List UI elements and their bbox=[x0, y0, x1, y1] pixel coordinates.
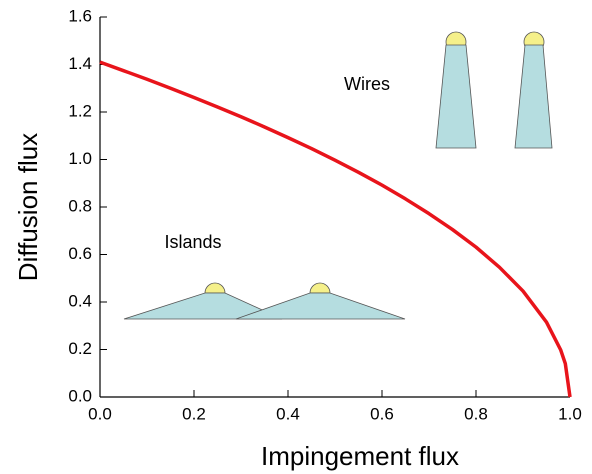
y-axis-title: Diffusion flux bbox=[13, 133, 43, 281]
islands-illustration bbox=[123, 282, 406, 320]
y-tick-label: 0.8 bbox=[68, 196, 92, 215]
y-tick-label: 0.2 bbox=[68, 339, 92, 358]
y-tick-label: 0.0 bbox=[68, 386, 92, 405]
y-tick-label: 1.2 bbox=[68, 101, 92, 120]
x-tick-label: 0.8 bbox=[464, 404, 488, 423]
x-tick-label: 1.0 bbox=[558, 404, 582, 423]
x-tick-label: 0.2 bbox=[182, 404, 206, 423]
annotation: Islands bbox=[164, 232, 221, 252]
y-tick-label: 1.0 bbox=[68, 149, 92, 168]
y-tick-label: 1.4 bbox=[68, 54, 92, 73]
wires-illustration bbox=[435, 31, 553, 149]
data-line bbox=[99, 60, 572, 398]
x-tick-label: 0.4 bbox=[276, 404, 300, 423]
x-axis-title: Impingement flux bbox=[261, 441, 459, 471]
x-tick-label: 0.6 bbox=[370, 404, 394, 423]
annotation: Wires bbox=[344, 74, 390, 94]
y-tick-label: 1.6 bbox=[68, 6, 92, 25]
y-tick-label: 0.4 bbox=[68, 291, 92, 310]
y-tick-label: 0.6 bbox=[68, 244, 92, 263]
x-tick-label: 0.0 bbox=[88, 404, 112, 423]
